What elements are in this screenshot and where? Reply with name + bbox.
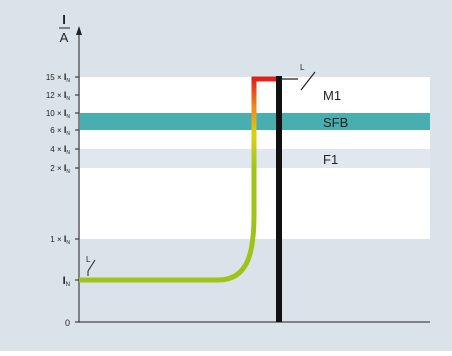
tick-label-4: 4 × IN xyxy=(50,144,70,156)
switch-symbol-top: L xyxy=(300,63,305,72)
y-axis-label-bottom: A xyxy=(60,30,69,45)
tick-label-1: 1 × IN xyxy=(50,234,70,246)
tick-label-in: IN xyxy=(63,275,70,288)
switch-symbol-left: L xyxy=(86,255,91,264)
band-label-f1: F1 xyxy=(323,152,338,167)
band-label-sfb: SFB xyxy=(323,115,348,130)
tick-label-12: 12 × IN xyxy=(46,90,71,102)
breaking-bar xyxy=(276,76,282,322)
tick-label-0: 0 xyxy=(65,318,70,328)
switch-contact-top xyxy=(300,71,316,91)
y-axis-arrow xyxy=(76,26,82,35)
y-axis-label-top: I xyxy=(62,12,66,27)
tick-label-6: 6 × IN xyxy=(50,125,70,137)
band-label-m1: M1 xyxy=(323,88,341,103)
tick-label-2: 2 × IN xyxy=(50,163,70,175)
tick-label-10: 10 × IN xyxy=(46,108,71,120)
switch-contact-left xyxy=(87,259,96,272)
current-curve xyxy=(79,76,281,283)
tick-label-15: 15 × IN xyxy=(46,72,71,84)
